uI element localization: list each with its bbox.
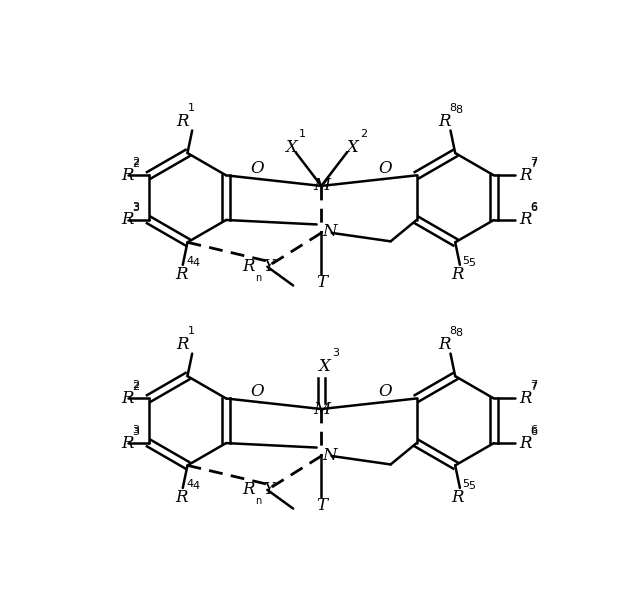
Text: 2: 2 [361, 129, 367, 139]
Text: 6: 6 [530, 425, 537, 435]
Text: R: R [451, 489, 464, 506]
Text: 5: 5 [468, 481, 475, 491]
Text: 3: 3 [132, 203, 139, 214]
Text: 5: 5 [462, 479, 469, 489]
Text: R: R [439, 336, 451, 353]
Text: 8: 8 [450, 326, 456, 336]
Text: 8: 8 [450, 102, 456, 113]
Text: n: n [256, 273, 262, 283]
Text: 4: 4 [192, 257, 199, 268]
Text: 3: 3 [332, 348, 339, 358]
Text: 2: 2 [132, 380, 139, 390]
Text: 4: 4 [187, 479, 194, 489]
Text: R: R [439, 113, 451, 129]
Text: R: R [122, 167, 134, 184]
Text: Y: Y [263, 481, 274, 498]
Text: R: R [177, 113, 189, 129]
Text: 3: 3 [132, 201, 139, 212]
Text: R: R [242, 481, 255, 498]
Text: R: R [176, 489, 188, 506]
Text: R: R [520, 434, 532, 451]
Text: R: R [176, 266, 188, 282]
Text: 1: 1 [187, 326, 194, 336]
Text: X: X [285, 139, 297, 156]
Text: 8: 8 [455, 104, 462, 115]
Text: 1: 1 [187, 102, 194, 113]
Text: 2: 2 [132, 157, 139, 167]
Text: M: M [313, 401, 330, 417]
Text: O: O [379, 160, 393, 178]
Text: Y: Y [263, 258, 274, 275]
Text: X: X [346, 139, 358, 156]
Text: O: O [379, 383, 393, 400]
Text: 4: 4 [192, 481, 199, 491]
Text: X: X [318, 358, 330, 375]
Text: T: T [316, 274, 327, 291]
Text: O: O [250, 383, 264, 400]
Text: O: O [250, 160, 264, 178]
Text: 7: 7 [530, 382, 537, 392]
Text: 2: 2 [132, 159, 139, 169]
Text: N: N [322, 223, 337, 240]
Text: 7: 7 [530, 380, 537, 390]
Text: N: N [322, 447, 337, 464]
Text: R: R [520, 212, 532, 229]
Text: 6: 6 [530, 203, 537, 214]
Text: T: T [316, 497, 327, 514]
Text: R: R [122, 434, 134, 451]
Text: R: R [122, 212, 134, 229]
Text: 1: 1 [299, 129, 306, 139]
Text: 6: 6 [530, 201, 537, 212]
Text: 4: 4 [187, 256, 194, 266]
Text: 7: 7 [530, 157, 537, 167]
Text: 3: 3 [132, 425, 139, 435]
Text: 8: 8 [455, 328, 462, 338]
Text: R: R [451, 266, 464, 282]
Text: 5: 5 [462, 256, 469, 266]
Text: R: R [122, 390, 134, 407]
Text: 7: 7 [530, 159, 537, 169]
Text: M: M [313, 178, 330, 195]
Text: n: n [256, 496, 262, 506]
Text: 5: 5 [468, 257, 475, 268]
Text: R: R [177, 336, 189, 353]
Text: 2: 2 [132, 382, 139, 392]
Text: R: R [520, 390, 532, 407]
Text: R: R [242, 258, 255, 275]
Text: 6: 6 [530, 426, 537, 437]
Text: R: R [520, 167, 532, 184]
Text: 3: 3 [132, 426, 139, 437]
